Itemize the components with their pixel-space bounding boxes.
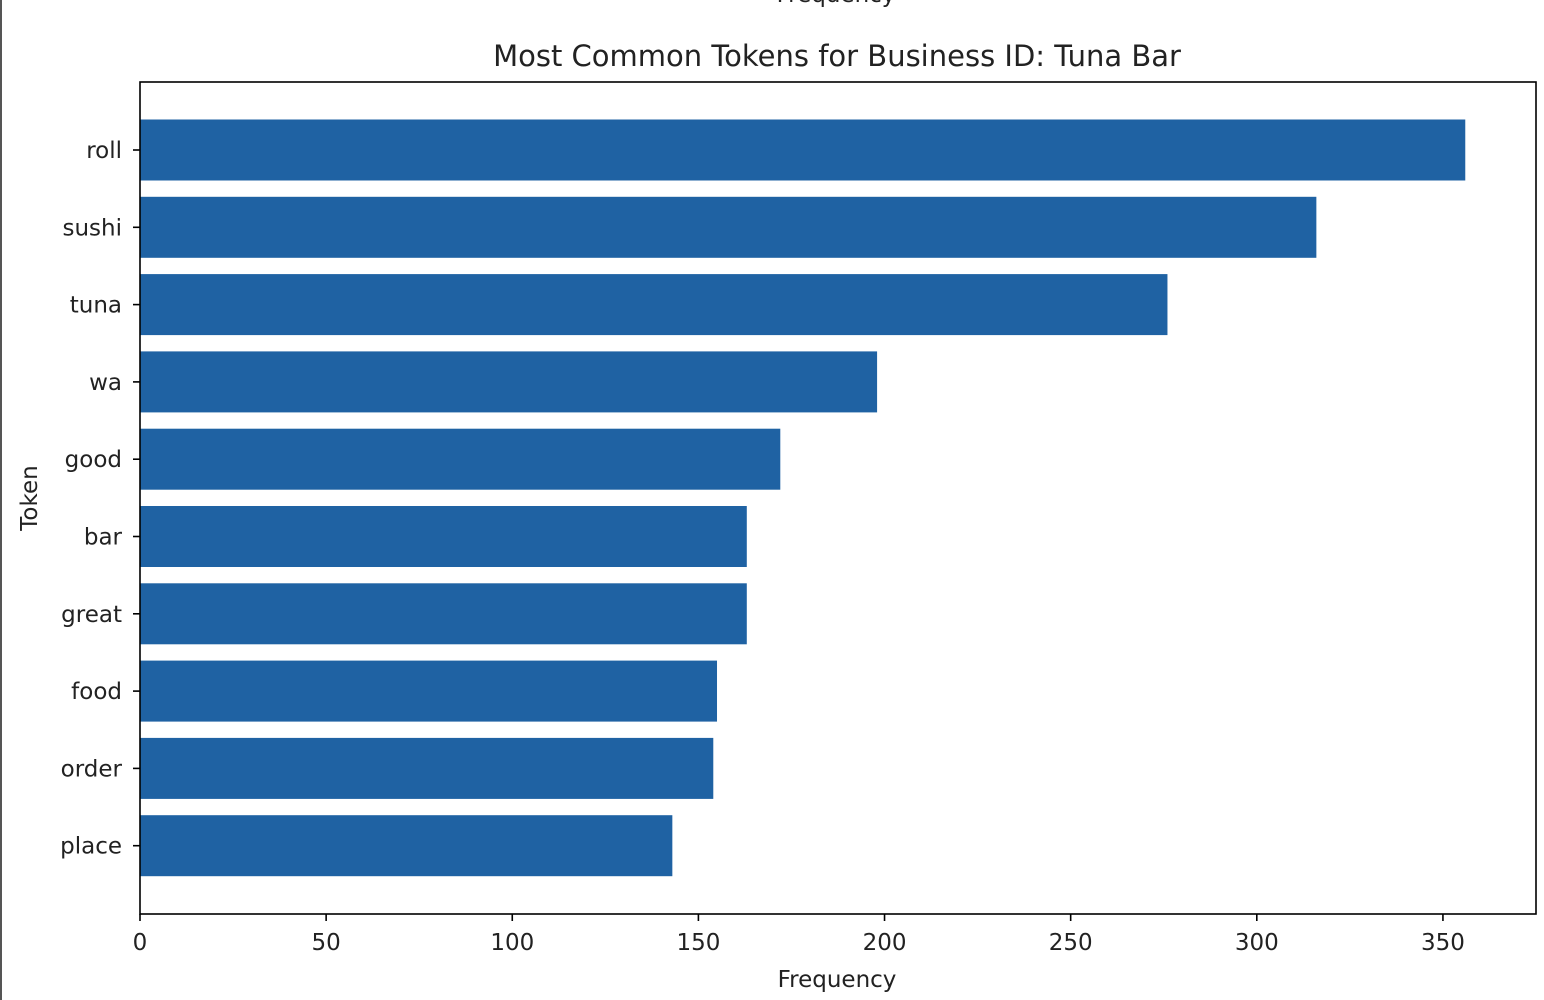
x-tick-label: 100	[490, 930, 534, 956]
bar-wa	[140, 351, 878, 413]
bar-tuna	[140, 274, 1168, 336]
bar-roll	[140, 119, 1466, 181]
y-tick-label: great	[61, 602, 122, 628]
y-tick-label: roll	[86, 138, 122, 164]
x-tick-label: 300	[1235, 930, 1279, 956]
x-axis-label: Frequency	[778, 967, 897, 993]
x-axis-ticks: 0 50 100 150 200 250 300 350	[133, 914, 1465, 956]
y-axis-ticks: roll sushi tuna wa good bar great food order plac…	[60, 138, 140, 860]
bar-great	[140, 583, 747, 645]
x-tick-label: 50	[311, 930, 340, 956]
x-tick-label: 200	[863, 930, 907, 956]
chart-title: Most Common Tokens for Business ID: Tuna…	[493, 39, 1181, 73]
y-tick-label: good	[65, 447, 122, 473]
y-tick-label: order	[61, 756, 123, 782]
bar-order	[140, 737, 714, 799]
bar-sushi	[140, 196, 1317, 258]
y-axis-label: Token	[17, 465, 43, 531]
bars-group	[140, 119, 1466, 877]
y-tick-label: food	[71, 679, 122, 705]
x-tick-label: 150	[676, 930, 720, 956]
y-tick-label: bar	[84, 525, 123, 551]
y-tick-label: sushi	[62, 215, 122, 241]
y-tick-label: tuna	[70, 293, 122, 319]
y-tick-label: wa	[89, 370, 122, 396]
window-left-edge	[0, 0, 2, 1000]
bar-good	[140, 428, 781, 490]
bar-food	[140, 660, 718, 722]
x-tick-label: 250	[1049, 930, 1093, 956]
plot-area-frame	[139, 81, 1537, 915]
bar-place	[140, 815, 673, 877]
clipped-xlabel-top: Frequency	[777, 0, 896, 8]
bar-bar	[140, 506, 747, 567]
y-tick-label: place	[60, 834, 122, 860]
x-tick-label: 350	[1421, 930, 1465, 956]
x-tick-label: 0	[133, 930, 148, 956]
